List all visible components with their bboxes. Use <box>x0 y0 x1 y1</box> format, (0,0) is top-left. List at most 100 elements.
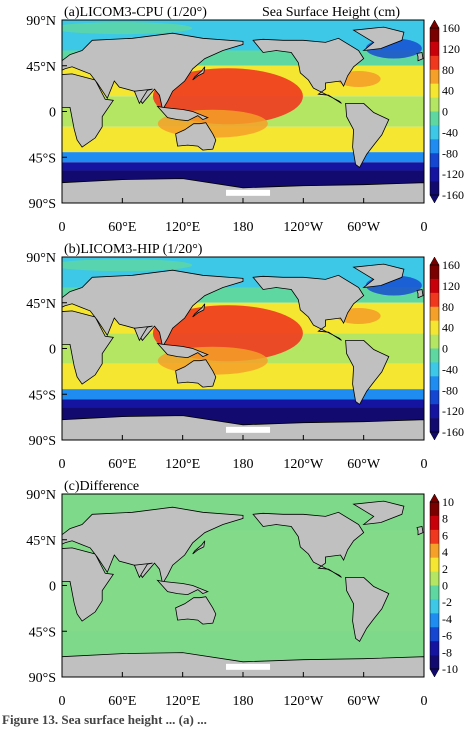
colorbar-tick-label: 120 <box>442 279 460 293</box>
x-tick-label: 120°W <box>283 457 324 472</box>
x-tick-label: 0 <box>421 457 428 472</box>
land-samerica <box>345 340 390 405</box>
x-tick-label: 60°W <box>347 457 381 472</box>
colorbar-tick-label: -2 <box>442 595 452 609</box>
y-tick-label: 90°S <box>29 434 56 449</box>
land-namerica <box>252 511 365 578</box>
x-tick-label: 180 <box>233 220 254 235</box>
colorbar-tick-label: 8 <box>442 512 448 526</box>
figure-caption: Figure 13. Sea surface height ... (a) ..… <box>2 712 207 727</box>
land-indonesia <box>156 105 209 122</box>
colorbar-tick-label: 0 <box>442 342 448 356</box>
colorbar-swatch <box>430 69 439 84</box>
land-africa <box>62 547 114 622</box>
x-tick-label: 120°W <box>283 220 324 235</box>
x-tick-label: 0 <box>421 694 428 709</box>
colorbar-frame <box>429 501 440 670</box>
land-europeasia <box>62 32 244 111</box>
colorbar-swatch <box>430 502 439 517</box>
y-tick-label: 90°S <box>29 671 56 686</box>
colorbar-swatch <box>430 376 439 391</box>
land-greenland <box>352 263 405 289</box>
sea-surface-field <box>62 494 424 677</box>
y-tick-label: 90°N <box>26 488 56 503</box>
x-tick-label: 180 <box>233 457 254 472</box>
colorbar-max-arrow <box>429 19 440 29</box>
colorbar-min-arrow <box>429 668 440 678</box>
colorbar-swatch <box>430 41 439 57</box>
panel-title: (b)LICOM3-HIP (1/20°) <box>64 242 203 257</box>
colorbar-tick-label: 2 <box>442 562 448 576</box>
colorbar-swatch <box>430 292 439 308</box>
y-tick-label: 0 <box>49 580 56 595</box>
colorbar-frame <box>429 27 440 196</box>
x-tick-label: 60°E <box>108 457 136 472</box>
y-tick-label: 90°N <box>26 251 56 266</box>
colorbar-swatch <box>430 418 439 433</box>
ssh-band <box>62 152 424 163</box>
colorbar-swatch <box>430 362 439 377</box>
colorbar-swatch <box>430 278 439 294</box>
colorbar-swatch <box>430 28 439 43</box>
colorbar-tick-label: 160 <box>442 258 460 272</box>
ice-shelf <box>226 189 271 196</box>
y-tick-label: 45°N <box>26 297 56 312</box>
colorbar-tick-label: -80 <box>442 146 458 160</box>
colorbar-min-arrow <box>429 194 440 204</box>
colorbar-swatch <box>430 167 439 182</box>
land-uk <box>416 289 424 299</box>
colorbar-swatch <box>430 320 439 335</box>
colorbar-tick-label: 160 <box>442 21 460 35</box>
land-japan <box>192 66 206 81</box>
land-australia <box>175 122 217 151</box>
ice-shelf <box>226 426 271 433</box>
land-greenland <box>352 500 405 526</box>
x-tick-label: 120°E <box>165 694 200 709</box>
colorbar-tick-label: -6 <box>442 629 452 643</box>
colorbar-swatch <box>430 515 439 531</box>
land-indonesia <box>156 579 209 596</box>
panel-subtitle: Sea Surface Height (cm) <box>262 5 400 20</box>
ice-shelf <box>226 663 271 670</box>
colorbar-swatch <box>430 153 439 168</box>
land-india <box>133 88 153 105</box>
land-australia <box>175 359 217 388</box>
figure: (a)LICOM3-CPU (1/20°) Sea Surface Height … <box>26 5 464 709</box>
land-uk <box>416 52 424 62</box>
colorbar-tick-label: 40 <box>442 321 454 335</box>
panel-title: (a)LICOM3-CPU (1/20°) <box>64 5 207 20</box>
ssh-band <box>62 389 424 400</box>
y-tick-label: 45°S <box>29 151 56 166</box>
x-tick-label: 60°W <box>347 220 381 235</box>
colorbar-tick-label: 10 <box>442 495 454 509</box>
y-tick-label: 45°N <box>26 534 56 549</box>
colorbar: 160 120 80 40 0 -40 -80 -120 -160 <box>429 19 464 204</box>
colorbar-tick-label: -4 <box>442 612 452 626</box>
x-tick-label: 60°E <box>108 220 136 235</box>
land-indonesia <box>156 342 209 359</box>
continents <box>62 263 424 440</box>
colorbar: 160 120 80 40 0 -40 -80 -120 -160 <box>429 256 464 441</box>
x-tick-label: 120°E <box>165 220 200 235</box>
land-africa <box>62 73 114 148</box>
x-tick-label: 0 <box>59 457 66 472</box>
colorbar-tick-label: -160 <box>442 188 464 202</box>
sea-surface-field <box>62 20 424 203</box>
land-europeasia <box>62 269 244 348</box>
colorbar-swatch <box>430 139 439 154</box>
colorbar-tick-label: 0 <box>442 105 448 119</box>
colorbar-tick-label: 80 <box>442 300 454 314</box>
colorbar-tick-label: -40 <box>442 362 458 376</box>
colorbar-max-arrow <box>429 493 440 503</box>
sea-surface-field <box>62 257 424 440</box>
colorbar-tick-label: -10 <box>442 662 458 676</box>
colorbar-swatch <box>430 404 439 419</box>
land-japan <box>192 303 206 318</box>
y-tick-label: 45°S <box>29 388 56 403</box>
land-africa <box>62 310 114 385</box>
colorbar-tick-label: -120 <box>442 404 464 418</box>
x-tick-label: 0 <box>421 220 428 235</box>
land-india <box>133 562 153 579</box>
colorbar-swatch <box>430 111 439 126</box>
